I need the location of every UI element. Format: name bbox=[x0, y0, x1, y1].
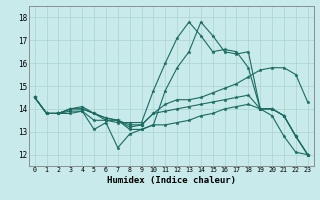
X-axis label: Humidex (Indice chaleur): Humidex (Indice chaleur) bbox=[107, 176, 236, 185]
